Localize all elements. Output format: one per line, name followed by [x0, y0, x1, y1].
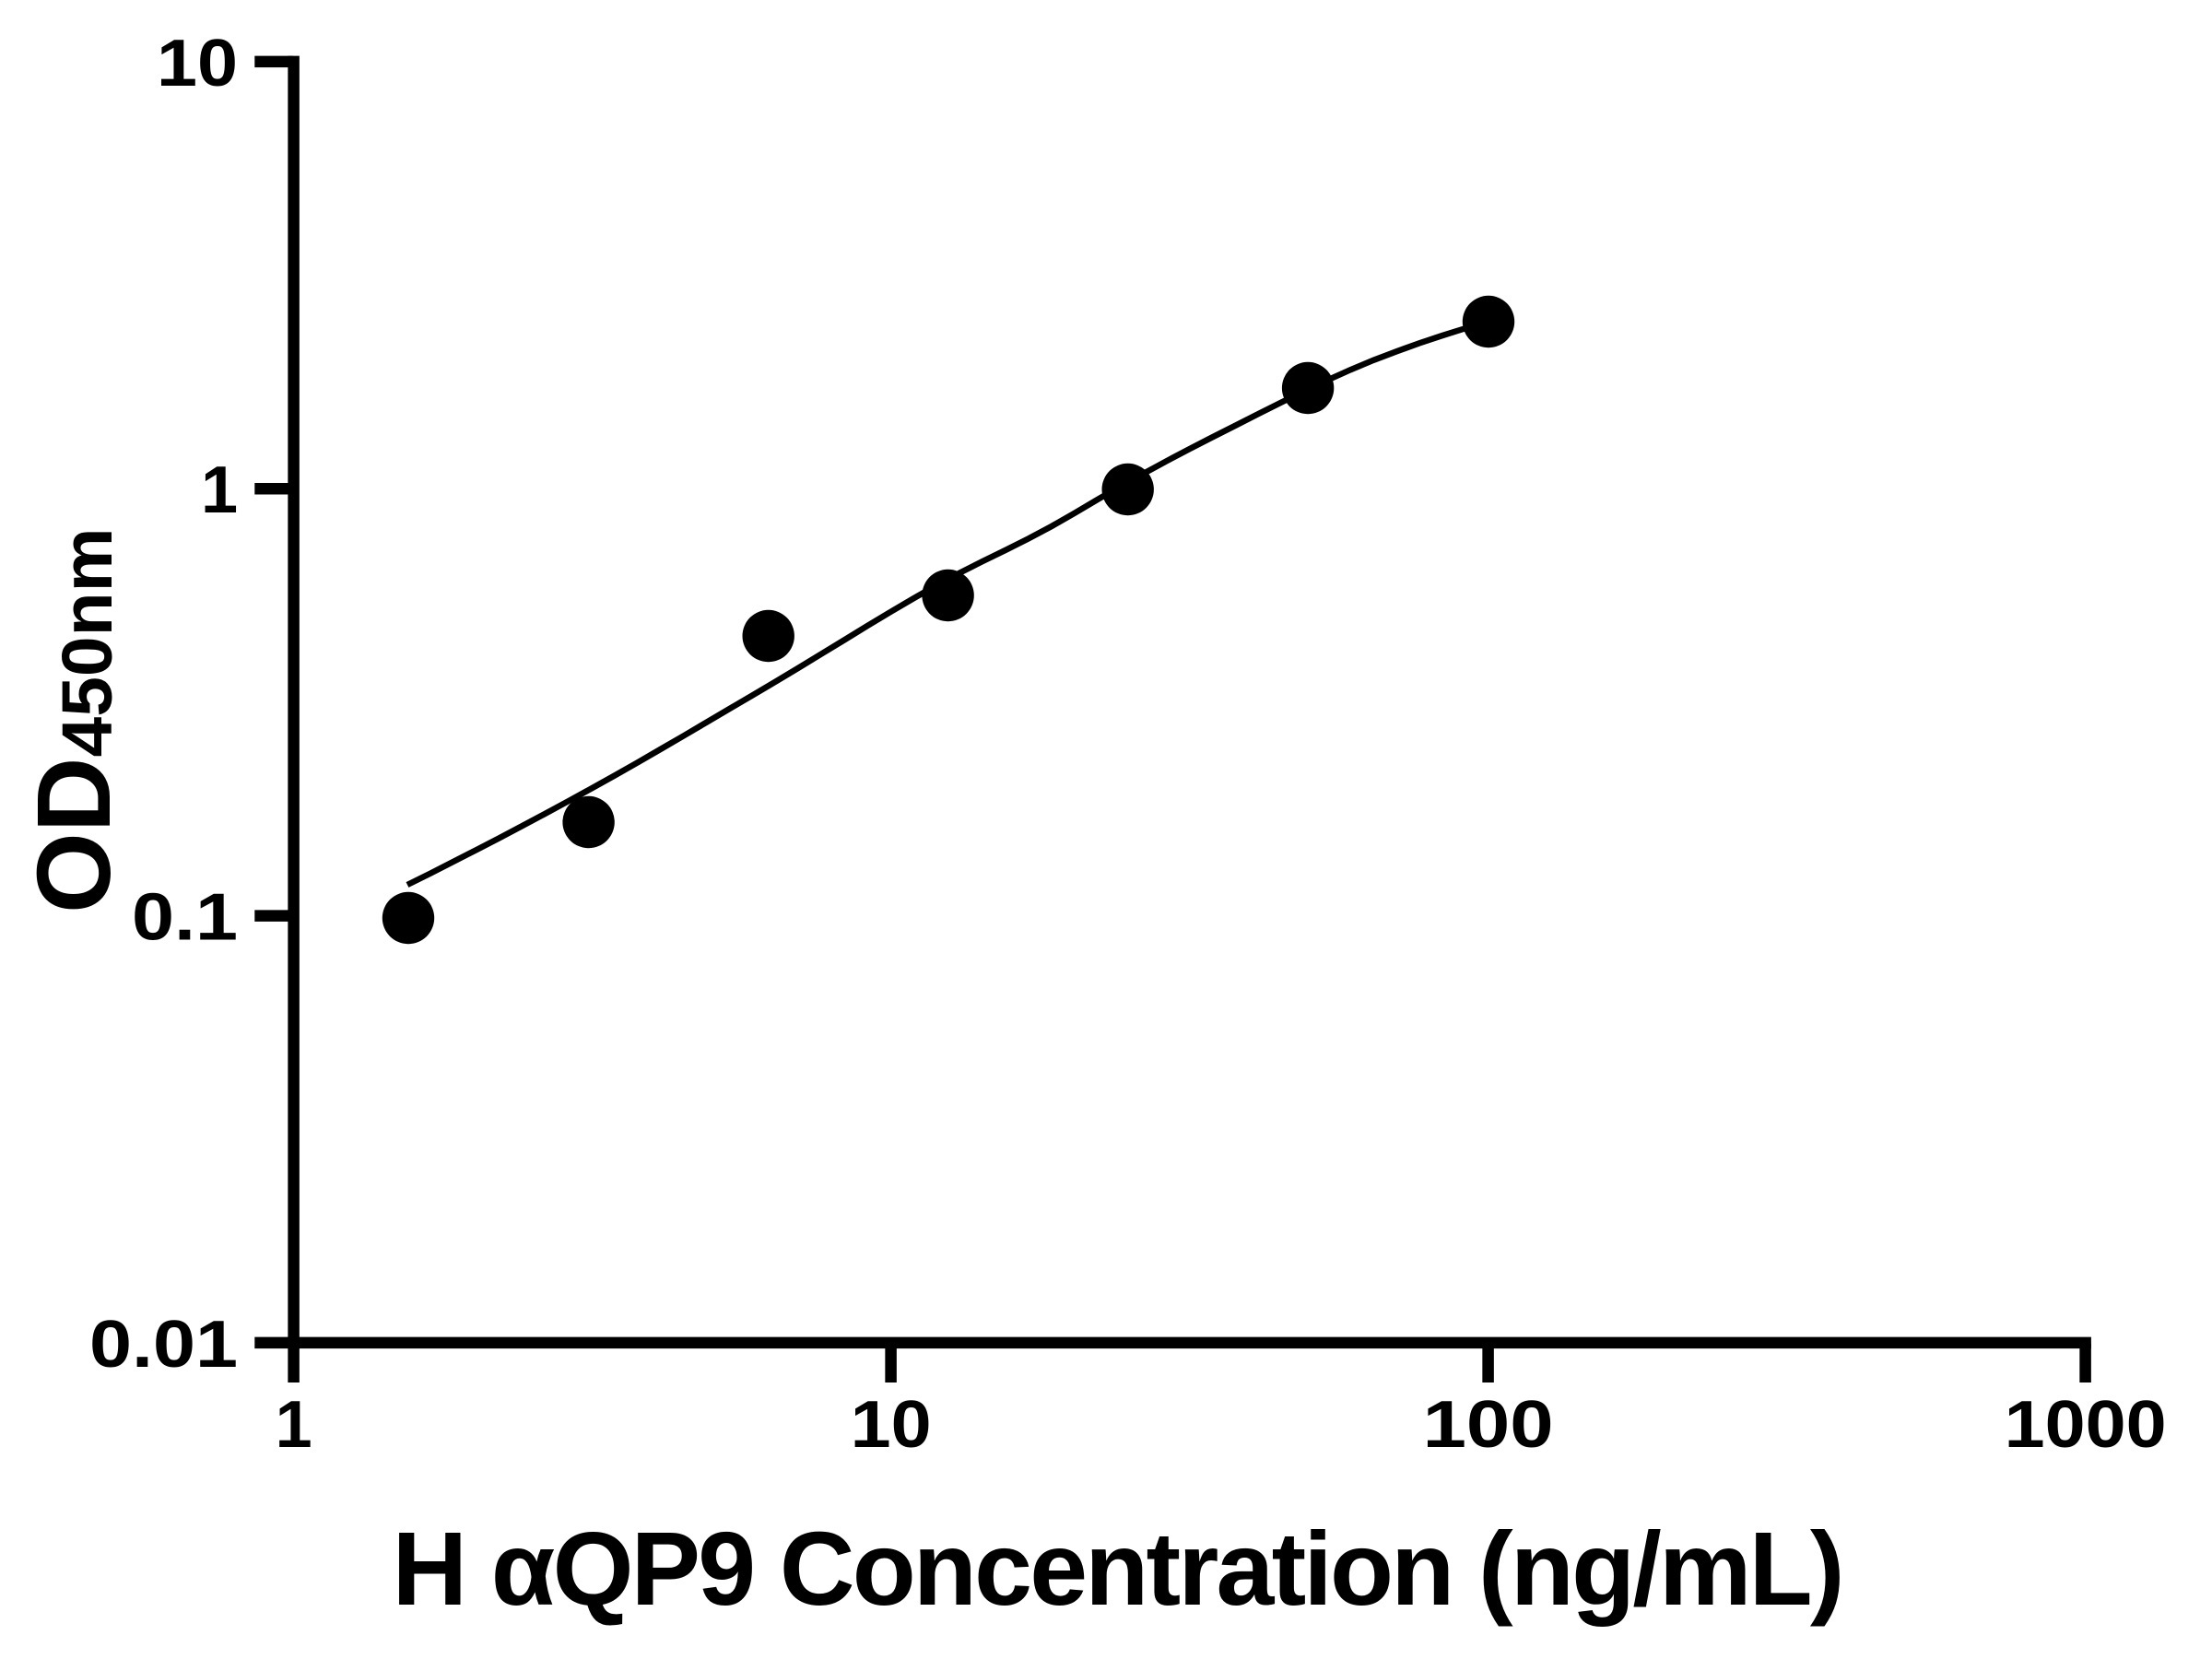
svg-text:10: 10: [157, 27, 238, 100]
svg-text:1: 1: [201, 453, 238, 527]
svg-text:100: 100: [1423, 1388, 1554, 1462]
svg-text:1000: 1000: [2005, 1388, 2167, 1462]
svg-text:OD450nm: OD450nm: [16, 528, 132, 914]
svg-text:1: 1: [276, 1388, 312, 1462]
svg-text:H αQP9 Concentration (ng/mL): H αQP9 Concentration (ng/mL): [393, 1511, 1845, 1627]
svg-text:0.1: 0.1: [132, 881, 238, 955]
svg-text:10: 10: [851, 1388, 932, 1462]
svg-text:0.01: 0.01: [89, 1308, 238, 1382]
